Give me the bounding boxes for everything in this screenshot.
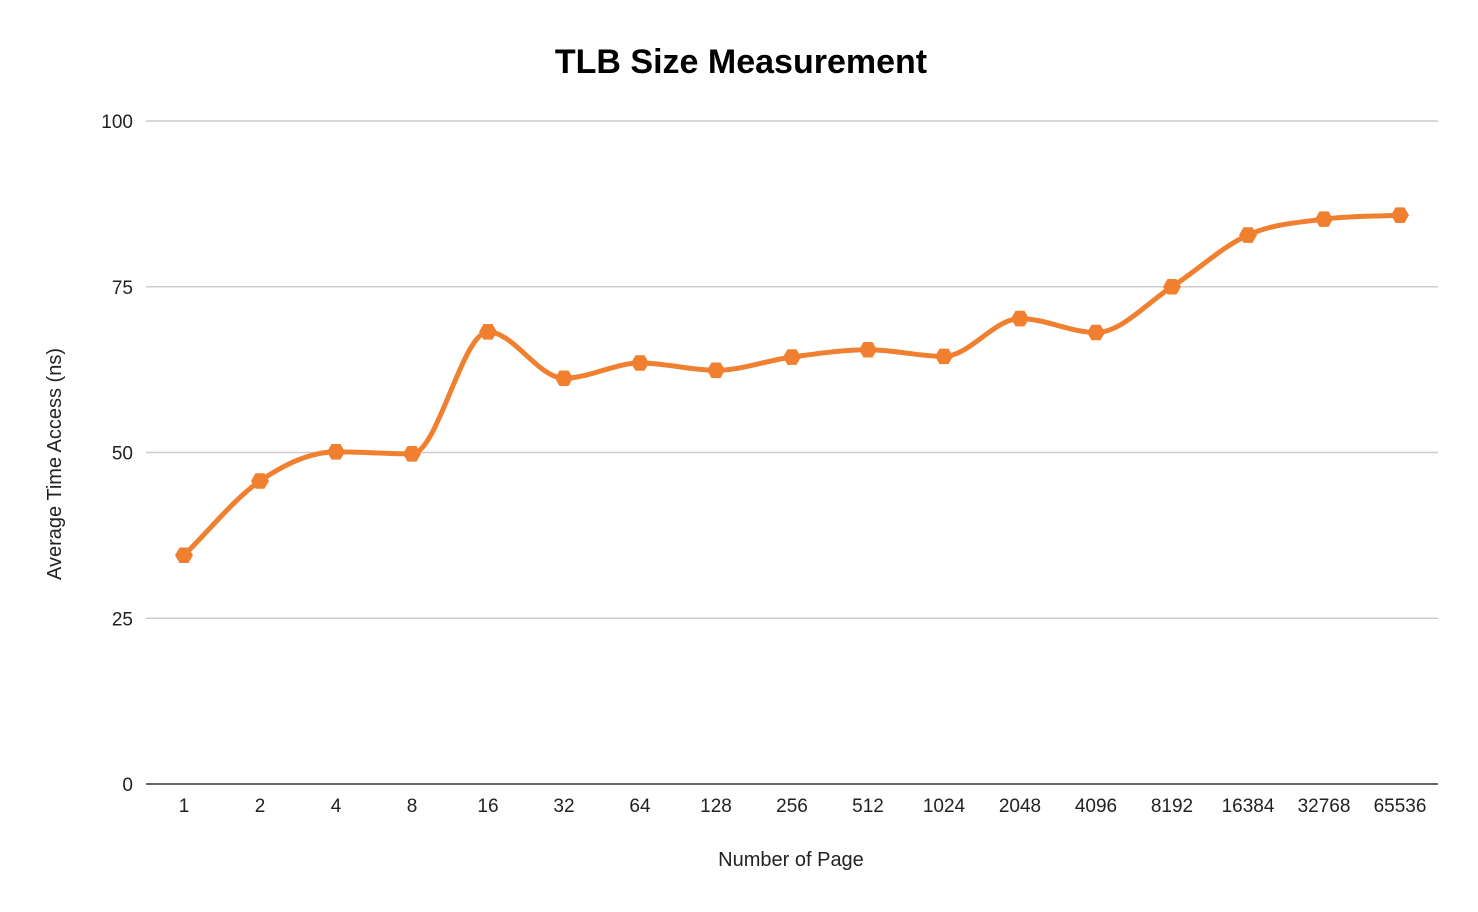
x-tick-label: 8 <box>407 796 418 817</box>
chart-title: TLB Size Measurement <box>555 43 927 81</box>
y-tick-label: 100 <box>101 112 133 133</box>
x-tick-label: 4096 <box>1075 796 1117 817</box>
x-tick-label: 512 <box>852 796 884 817</box>
data-point-32[interactable] <box>555 370 573 387</box>
x-tick-label: 2 <box>255 796 266 817</box>
data-point-4096[interactable] <box>1087 324 1105 341</box>
data-point-128[interactable] <box>707 362 725 379</box>
x-tick-label: 8192 <box>1151 796 1193 817</box>
data-point-512[interactable] <box>859 341 877 358</box>
x-tick-label: 32768 <box>1298 796 1351 817</box>
data-point-8[interactable] <box>403 446 421 462</box>
y-tick-label: 0 <box>122 775 133 796</box>
x-tick-label: 16 <box>477 796 498 817</box>
data-point-65536[interactable] <box>1391 207 1409 223</box>
series-line <box>181 212 1403 558</box>
x-tick-label: 1 <box>179 796 190 817</box>
data-point-2[interactable] <box>251 473 269 489</box>
data-point-256[interactable] <box>783 349 801 365</box>
data-point-32768[interactable] <box>1315 211 1333 227</box>
series-layer <box>175 207 1409 564</box>
data-point-16[interactable] <box>479 324 497 340</box>
x-tick-label: 65536 <box>1374 796 1427 817</box>
data-point-4[interactable] <box>327 444 345 460</box>
y-axis-ticks: 0 25 50 75 100 <box>101 112 133 796</box>
x-tick-label: 64 <box>629 796 651 817</box>
x-axis-label: Number of Page <box>718 849 864 871</box>
x-tick-label: 128 <box>700 796 732 817</box>
x-tick-label: 16384 <box>1222 796 1275 817</box>
y-tick-label: 50 <box>112 444 133 465</box>
data-point-8192[interactable] <box>1163 278 1181 295</box>
x-tick-label: 4 <box>331 796 342 817</box>
data-point-1024[interactable] <box>935 348 953 365</box>
x-tick-label: 1024 <box>923 796 966 817</box>
data-point-2048[interactable] <box>1011 310 1029 327</box>
y-axis-label: Average Time Access (ns) <box>44 348 66 580</box>
y-tick-label: 75 <box>112 278 133 299</box>
x-tick-label: 256 <box>776 796 808 817</box>
data-point-1[interactable] <box>175 547 193 564</box>
x-axis-ticks: 1 2 4 8 16 32 64 128 256 512 1024 2048 4096 8192 16384… <box>179 796 1427 817</box>
y-tick-label: 25 <box>112 609 133 630</box>
data-point-16384[interactable] <box>1239 227 1257 243</box>
x-tick-label: 2048 <box>999 796 1041 817</box>
x-tick-label: 32 <box>553 796 574 817</box>
data-point-64[interactable] <box>631 355 649 371</box>
